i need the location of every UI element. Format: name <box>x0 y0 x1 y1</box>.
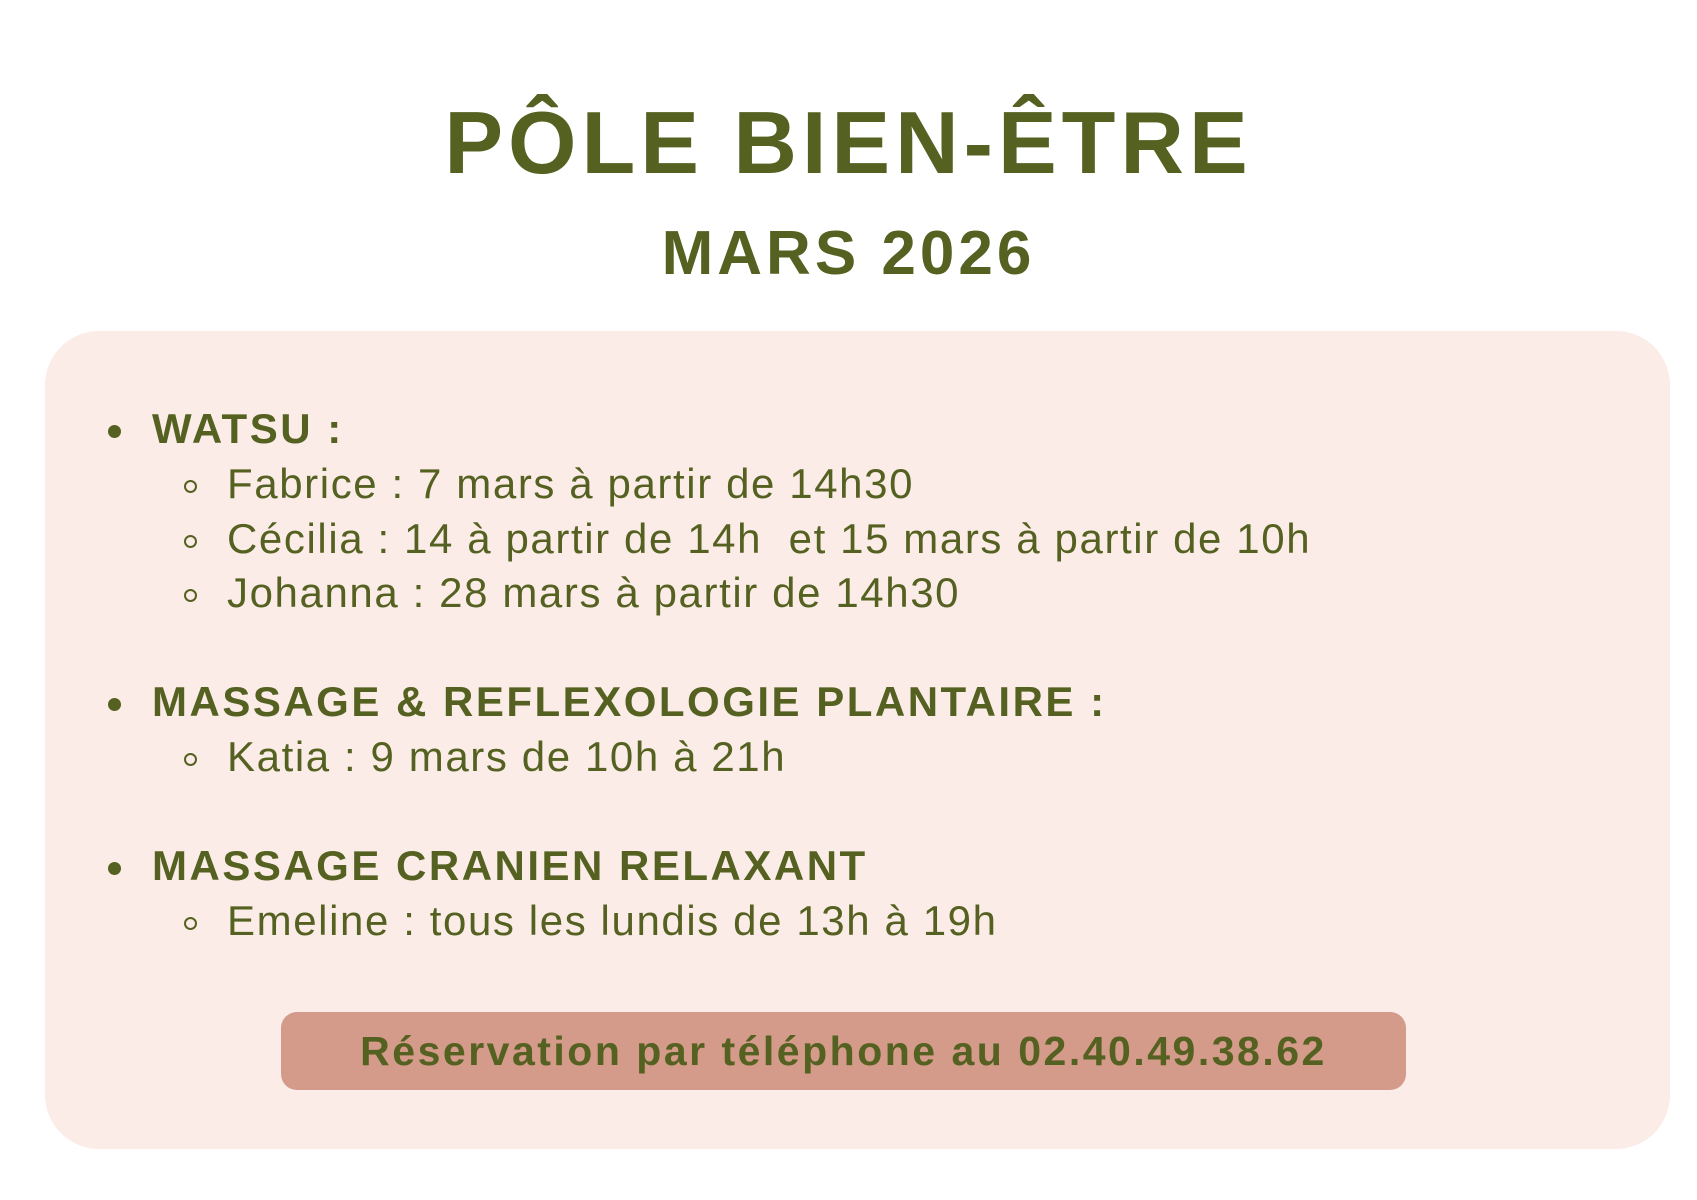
reservation-banner: Réservation par téléphone au 02.40.49.38… <box>281 1012 1406 1090</box>
circle-bullet-icon <box>184 535 197 548</box>
reservation-label: Réservation par téléphone au 02.40.49.38… <box>360 1027 1327 1074</box>
bullet-icon <box>108 862 121 875</box>
list-item: Katia : 9 mars de 10h à 21h <box>227 733 787 780</box>
circle-bullet-icon <box>184 480 197 493</box>
list-item: Cécilia : 14 à partir de 14h et 15 mars … <box>227 515 1312 562</box>
list-item: Emeline : tous les lundis de 13h à 19h <box>227 897 998 944</box>
circle-bullet-icon <box>184 753 197 766</box>
section-heading-massage-reflexologie: MASSAGE & REFLEXOLOGIE PLANTAIRE : <box>152 678 1107 725</box>
bullet-icon <box>108 425 121 438</box>
circle-bullet-icon <box>184 589 197 602</box>
page-title: PÔLE BIEN-ÊTRE <box>444 93 1253 192</box>
page-subtitle: MARS 2026 <box>661 219 1036 288</box>
list-item: Johanna : 28 mars à partir de 14h30 <box>227 569 961 616</box>
list-item: Fabrice : 7 mars à partir de 14h30 <box>227 460 915 507</box>
section-heading-watsu: WATSU : <box>152 405 344 452</box>
circle-bullet-icon <box>184 917 197 930</box>
section-heading-massage-cranien: MASSAGE CRANIEN RELAXANT <box>152 842 868 889</box>
bullet-icon <box>108 698 121 711</box>
